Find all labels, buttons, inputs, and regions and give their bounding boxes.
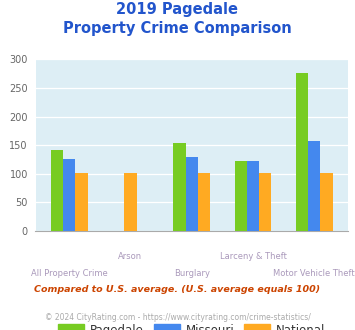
- Bar: [235, 161, 247, 231]
- Bar: [75, 173, 88, 231]
- Bar: [259, 173, 271, 231]
- Legend: Pagedale, Missouri, National: Pagedale, Missouri, National: [54, 319, 330, 330]
- Text: Burglary: Burglary: [174, 269, 210, 278]
- Bar: [308, 141, 320, 231]
- Bar: [186, 157, 198, 231]
- Text: © 2024 CityRating.com - https://www.cityrating.com/crime-statistics/: © 2024 CityRating.com - https://www.city…: [45, 314, 310, 322]
- Text: 2019 Pagedale: 2019 Pagedale: [116, 2, 239, 16]
- Bar: [198, 173, 210, 231]
- Bar: [173, 144, 186, 231]
- Bar: [247, 161, 259, 231]
- Text: Arson: Arson: [118, 251, 142, 261]
- Bar: [63, 159, 75, 231]
- Text: Property Crime Comparison: Property Crime Comparison: [63, 21, 292, 36]
- Text: Compared to U.S. average. (U.S. average equals 100): Compared to U.S. average. (U.S. average …: [34, 285, 321, 294]
- Bar: [320, 173, 333, 231]
- Text: All Property Crime: All Property Crime: [31, 269, 108, 278]
- Text: Motor Vehicle Theft: Motor Vehicle Theft: [273, 269, 355, 278]
- Bar: [296, 73, 308, 231]
- Bar: [51, 150, 63, 231]
- Text: Larceny & Theft: Larceny & Theft: [219, 251, 286, 261]
- Bar: [124, 173, 137, 231]
